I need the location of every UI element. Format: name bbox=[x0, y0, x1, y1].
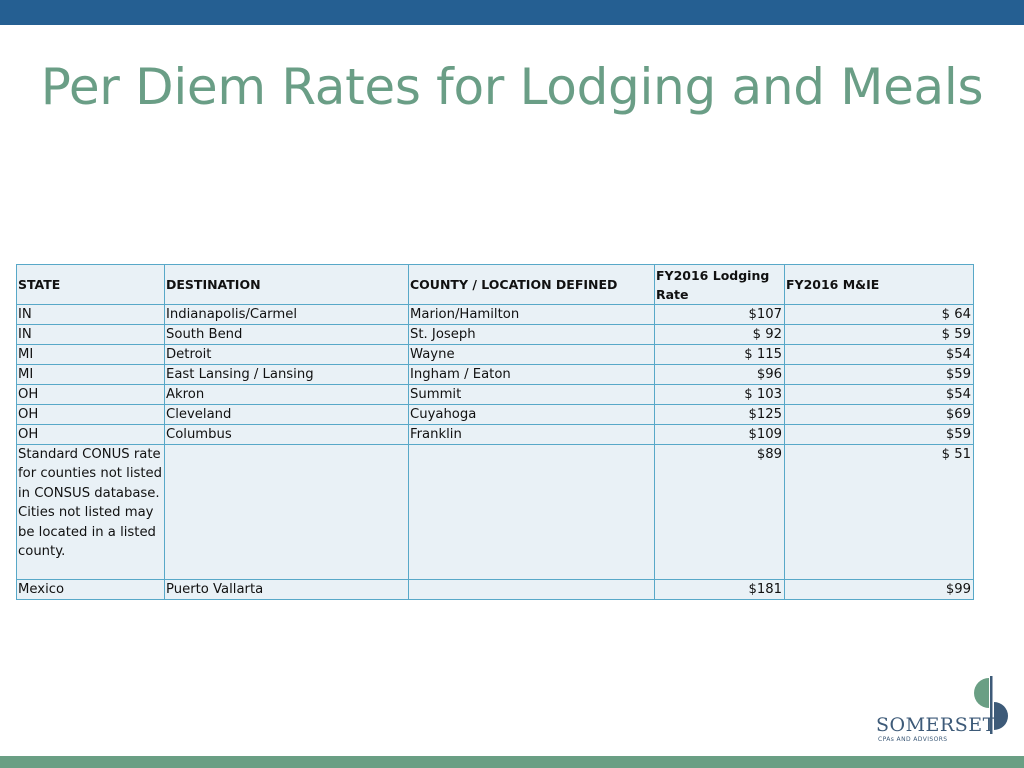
cell-lodging-rate: $181 bbox=[654, 579, 785, 600]
cell-lodging-rate: $ 103 bbox=[654, 384, 785, 405]
cell-county: Cuyahoga bbox=[408, 404, 655, 425]
cell-lodging-rate: $ 92 bbox=[654, 324, 785, 345]
cell-state: Mexico bbox=[16, 579, 165, 600]
cell-county: Summit bbox=[408, 384, 655, 405]
cell-destination: South Bend bbox=[164, 324, 409, 345]
cell-lodging-rate: $89 bbox=[654, 444, 785, 580]
cell-lodging-rate: $107 bbox=[654, 304, 785, 325]
per-diem-table: STATE DESTINATION COUNTY / LOCATION DEFI… bbox=[16, 264, 974, 600]
cell-mie: $54 bbox=[784, 344, 974, 365]
cell-destination: Columbus bbox=[164, 424, 409, 445]
cell-destination bbox=[164, 444, 409, 580]
table-header-row: STATE DESTINATION COUNTY / LOCATION DEFI… bbox=[16, 264, 974, 305]
header-lodging-rate: FY2016 Lodging Rate bbox=[654, 264, 785, 305]
cell-state: OH bbox=[16, 424, 165, 445]
cell-mie: $ 51 bbox=[784, 444, 974, 580]
cell-county: Ingham / Eaton bbox=[408, 364, 655, 385]
table-row: MI East Lansing / Lansing Ingham / Eaton… bbox=[16, 364, 974, 385]
cell-destination: Puerto Vallarta bbox=[164, 579, 409, 600]
slide-title: Per Diem Rates for Lodging and Meals bbox=[40, 58, 984, 116]
cell-mie: $69 bbox=[784, 404, 974, 425]
somerset-logo-mark-icon bbox=[974, 676, 1008, 734]
cell-destination: Akron bbox=[164, 384, 409, 405]
table-row: IN South Bend St. Joseph $ 92 $ 59 bbox=[16, 324, 974, 345]
cell-county: St. Joseph bbox=[408, 324, 655, 345]
cell-state: MI bbox=[16, 364, 165, 385]
table-row: Standard CONUS rate for counties not lis… bbox=[16, 444, 974, 580]
cell-lodging-rate: $ 115 bbox=[654, 344, 785, 365]
cell-state: MI bbox=[16, 344, 165, 365]
cell-state: IN bbox=[16, 304, 165, 325]
cell-mie: $ 59 bbox=[784, 324, 974, 345]
cell-county: Marion/Hamilton bbox=[408, 304, 655, 325]
cell-mie: $59 bbox=[784, 364, 974, 385]
cell-mie: $ 64 bbox=[784, 304, 974, 325]
cell-county: Franklin bbox=[408, 424, 655, 445]
cell-mie: $54 bbox=[784, 384, 974, 405]
cell-lodging-rate: $125 bbox=[654, 404, 785, 425]
table-row: OH Cleveland Cuyahoga $125 $69 bbox=[16, 404, 974, 425]
top-accent-bar bbox=[0, 0, 1024, 25]
cell-destination: East Lansing / Lansing bbox=[164, 364, 409, 385]
logo-wordmark: SOMERSET bbox=[876, 714, 996, 736]
cell-destination: Indianapolis/Carmel bbox=[164, 304, 409, 325]
cell-destination: Detroit bbox=[164, 344, 409, 365]
cell-state: OH bbox=[16, 384, 165, 405]
header-destination: DESTINATION bbox=[164, 264, 409, 305]
cell-state: IN bbox=[16, 324, 165, 345]
bottom-accent-bar bbox=[0, 756, 1024, 768]
cell-mie: $99 bbox=[784, 579, 974, 600]
cell-destination: Cleveland bbox=[164, 404, 409, 425]
header-county: COUNTY / LOCATION DEFINED bbox=[408, 264, 655, 305]
table-row: MI Detroit Wayne $ 115 $54 bbox=[16, 344, 974, 365]
somerset-logo: SOMERSET CPAs AND ADVISORS bbox=[876, 676, 1016, 746]
cell-state: OH bbox=[16, 404, 165, 425]
header-mie: FY2016 M&IE bbox=[784, 264, 974, 305]
cell-county: Wayne bbox=[408, 344, 655, 365]
cell-county bbox=[408, 444, 655, 580]
table-row: Mexico Puerto Vallarta $181 $99 bbox=[16, 579, 974, 600]
table-row: OH Columbus Franklin $109 $59 bbox=[16, 424, 974, 445]
table-row: OH Akron Summit $ 103 $54 bbox=[16, 384, 974, 405]
cell-mie: $59 bbox=[784, 424, 974, 445]
cell-lodging-rate: $96 bbox=[654, 364, 785, 385]
logo-tagline: CPAs AND ADVISORS bbox=[878, 736, 948, 743]
cell-state: Standard CONUS rate for counties not lis… bbox=[16, 444, 165, 580]
header-state: STATE bbox=[16, 264, 165, 305]
table-row: IN Indianapolis/Carmel Marion/Hamilton $… bbox=[16, 304, 974, 325]
cell-county bbox=[408, 579, 655, 600]
cell-lodging-rate: $109 bbox=[654, 424, 785, 445]
